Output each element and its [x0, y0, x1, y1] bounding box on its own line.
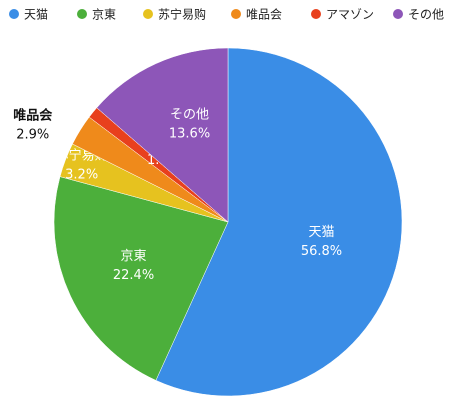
slice-name: 唯品会: [13, 108, 53, 124]
slice-name: その他: [170, 107, 209, 122]
slice-value: 2.9%: [16, 128, 49, 143]
slice-name: 天猫: [309, 225, 335, 240]
pie-slice: [53, 176, 229, 381]
legend-swatch: [311, 9, 321, 19]
slice-value: 3.2%: [65, 168, 98, 183]
legend-swatch: [77, 9, 87, 19]
legend-swatch: [9, 9, 19, 19]
legend-label: 京東: [92, 8, 116, 22]
legend-swatch: [143, 9, 153, 19]
slice-value: 22.4%: [113, 268, 154, 283]
pie-slice: [155, 47, 403, 397]
legend-label: その他: [408, 8, 444, 22]
pie-slice: [96, 47, 229, 223]
legend-label: アマゾン: [326, 8, 374, 22]
legend-label: 苏宁易购: [158, 7, 206, 22]
slice-name: 京東: [121, 248, 147, 264]
legend-label: 天猫: [24, 8, 48, 22]
legend-swatch: [231, 9, 241, 19]
slice-value: 13.6%: [169, 126, 210, 141]
slice-value: 56.8%: [301, 244, 342, 259]
legend-swatch: [393, 9, 403, 19]
legend-label: 唯品会: [246, 8, 282, 22]
